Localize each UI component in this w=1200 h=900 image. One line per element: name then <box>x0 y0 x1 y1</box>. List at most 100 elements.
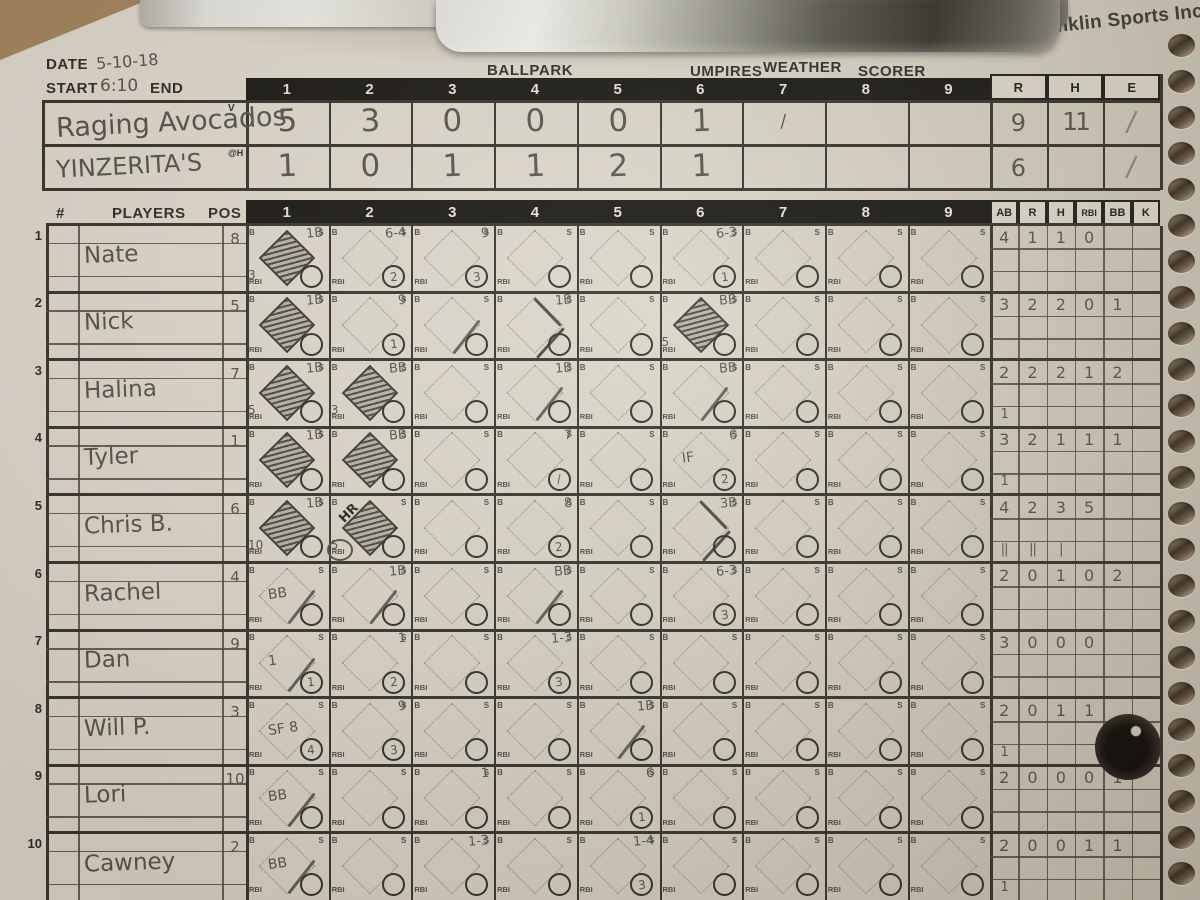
players-num-header: # <box>56 205 65 222</box>
strike-label: S <box>401 227 407 237</box>
linescore-inning-header: 9 <box>944 81 954 98</box>
ball-label: B <box>414 633 421 643</box>
out-circle <box>547 332 571 356</box>
play-note-corner: 3 <box>330 402 339 417</box>
stat-value: 2 <box>999 835 1010 855</box>
strike-label: S <box>979 633 986 643</box>
strike-label: S <box>649 835 655 845</box>
inning-cell: B S RBI <box>825 834 908 900</box>
stat-value: 4 <box>999 227 1010 247</box>
out-circle: 3 <box>382 738 406 762</box>
inning-cell: B S RBI <box>825 428 908 496</box>
end-label: END <box>150 80 184 97</box>
rbi-label: RBI <box>662 885 676 895</box>
rbi-label: RBI <box>579 277 593 287</box>
stat-value: 3 <box>999 633 1010 653</box>
inning-cell: B S RBI 2 1 <box>329 631 412 699</box>
ball-label: B <box>827 633 834 643</box>
out-circle <box>630 535 654 559</box>
out-circle <box>795 603 819 627</box>
ball-label: B <box>414 362 421 372</box>
rbi-label: RBI <box>662 277 676 287</box>
out-circle <box>795 265 819 289</box>
strike-label: S <box>483 835 490 845</box>
clipboard-clip-bump <box>436 0 1060 52</box>
out-circle <box>713 738 737 762</box>
stats-subline <box>990 676 1160 678</box>
player-pos: 9 <box>230 635 240 654</box>
inning-cell: B S RBI 1B 3 <box>246 225 329 294</box>
strike-label: S <box>731 768 738 778</box>
rbi-label: RBI <box>579 344 593 354</box>
ball-label: B <box>910 227 917 237</box>
ls-div-names <box>246 100 249 190</box>
strike-label: S <box>731 430 738 440</box>
out-circle <box>465 603 489 627</box>
player-pos: 10 <box>225 770 245 789</box>
inning-cell: B S RBI <box>577 631 660 699</box>
strike-label: S <box>318 227 324 237</box>
out-circle <box>465 400 489 424</box>
inning-cell: B S RBI <box>908 496 991 564</box>
inning-cell: B S RBI <box>494 226 577 294</box>
stat-value: 0 <box>1084 227 1095 247</box>
ball-label: B <box>745 835 751 845</box>
ball-label: B <box>745 362 751 372</box>
spiral-hole <box>1168 754 1195 777</box>
stat-value: 0 <box>1027 633 1038 653</box>
stats-subline <box>990 721 1160 723</box>
rbi-label: RBI <box>579 682 593 692</box>
rbi-ring <box>326 539 353 562</box>
inning-cell: B S RBI 1B <box>246 428 329 496</box>
out-circle <box>547 400 571 424</box>
stat-col-header: BB <box>1103 200 1132 225</box>
name-subline <box>46 512 246 515</box>
ball-label: B <box>579 565 586 575</box>
out-circle: / <box>547 467 571 491</box>
strike-label: S <box>566 227 572 237</box>
rbi-label: RBI <box>579 615 593 625</box>
stat-value: 0 <box>1084 633 1095 653</box>
ball-label: B <box>331 700 338 710</box>
rbi-label: RBI <box>827 344 841 354</box>
strike-label: S <box>318 362 324 372</box>
grid-inning-header: 3 <box>448 204 458 221</box>
strike-label: S <box>649 362 655 372</box>
out-circle: 4 <box>299 738 323 762</box>
spiral-hole <box>1168 34 1195 57</box>
strike-label: S <box>401 565 407 575</box>
out-circle <box>795 467 819 491</box>
stat-value: 2 <box>1112 565 1123 585</box>
ball-label: B <box>414 700 421 710</box>
row-number: 1 <box>34 227 42 243</box>
inning-cell: B S RBI 4 SF 8 <box>246 699 329 767</box>
spiral-hole <box>1168 214 1195 237</box>
strike-label: S <box>814 227 820 237</box>
inning-cell: B S RBI <box>908 631 991 699</box>
out-circle <box>299 467 323 491</box>
team-hits: 11 <box>1062 107 1091 136</box>
name-subline <box>46 410 246 413</box>
grid-border-right <box>1160 225 1163 900</box>
stat-value: 1 <box>1055 227 1066 247</box>
strike-label: S <box>979 227 986 237</box>
inning-cell: B S RBI <box>329 766 412 834</box>
inning-cell: B S RBI 1 1 <box>246 631 329 699</box>
rbi-label: RBI <box>910 615 924 625</box>
inning-cell: B S RBI <box>908 226 991 294</box>
strike-label: S <box>814 497 820 507</box>
ls-div-inning <box>907 100 910 190</box>
ball-label: B <box>497 565 503 575</box>
strike-label: S <box>401 362 407 372</box>
rbi-label: RBI <box>910 885 924 895</box>
ball-label: B <box>331 633 338 643</box>
grid-row-line <box>46 628 1160 632</box>
strike-label: S <box>318 835 324 845</box>
out-circle <box>299 265 323 289</box>
ball-label: B <box>827 227 834 237</box>
strike-label: S <box>318 497 324 507</box>
